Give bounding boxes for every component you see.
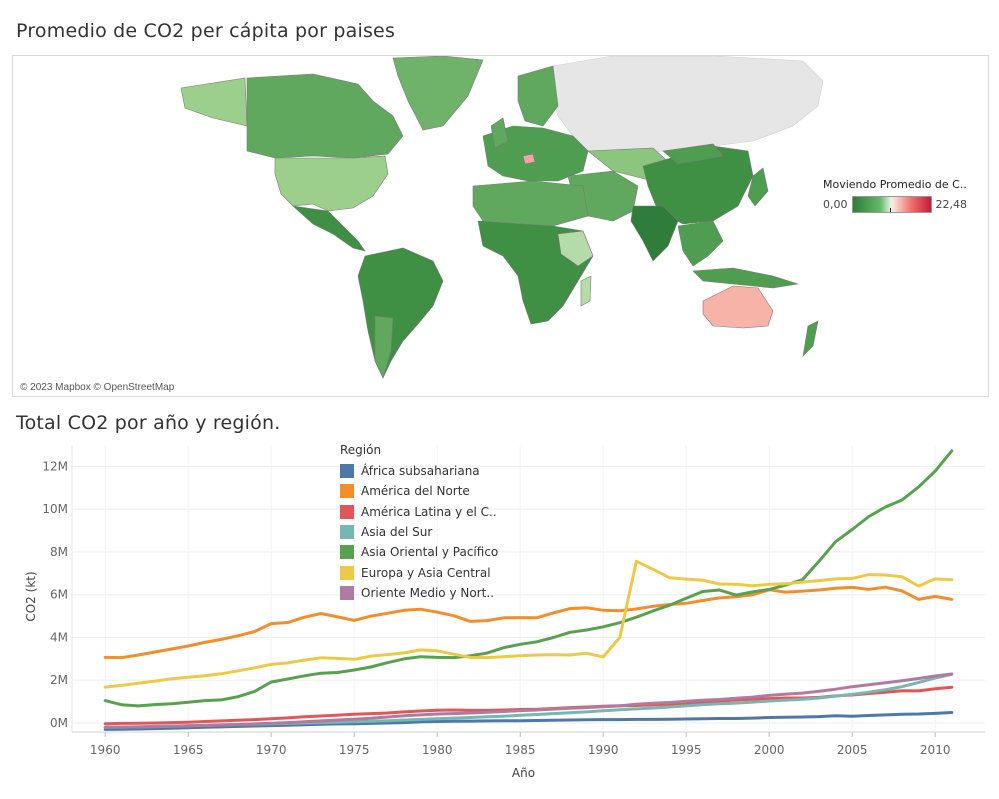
map-region-russia[interactable]	[550, 56, 824, 157]
world-map-svg[interactable]	[13, 56, 988, 396]
legend-item[interactable]: Europa y Asia Central	[340, 562, 498, 582]
x-tick-label: 1980	[422, 743, 453, 757]
map-region-south-america[interactable]	[357, 247, 444, 379]
map-region-east-africa[interactable]	[557, 230, 594, 267]
map-region-czechia[interactable]	[522, 153, 536, 165]
map-legend-min: 0,00	[823, 198, 848, 211]
map-region-australia[interactable]	[702, 285, 774, 329]
legend-swatch	[340, 565, 354, 580]
y-tick-label: 2M	[50, 673, 68, 687]
series-line-6[interactable]	[103, 672, 954, 729]
y-tick-label: 6M	[50, 588, 68, 602]
map-region-india[interactable]	[630, 205, 679, 262]
chart-title: Total CO2 por año y región.	[16, 412, 281, 434]
series-line-0[interactable]	[103, 711, 954, 731]
co2-line-chart[interactable]: 0M 2M 4M 6M 8M 10M 12M 1960 1965 1970 1975 1980 1985…	[0, 440, 999, 799]
legend-label: Oriente Medio y Nort..	[361, 585, 494, 600]
legend-item[interactable]: Oriente Medio y Nort..	[340, 583, 498, 603]
x-tick-label: 1975	[339, 743, 370, 757]
map-region-uk[interactable]	[490, 117, 509, 149]
series-line-4[interactable]	[103, 449, 954, 708]
legend-label: América del Norte	[361, 484, 470, 499]
map-region-north-africa[interactable]	[472, 180, 589, 227]
map-color-legend: Moviendo Promedio de C.. 0,00 22,48	[823, 178, 983, 213]
map-legend-gradient	[851, 196, 932, 213]
map-region-alaska[interactable]	[180, 77, 248, 127]
legend-label: África subsahariana	[361, 464, 480, 479]
legend-item[interactable]: Asia del Sur	[340, 522, 498, 542]
y-axis-title: CO2 (kt)	[24, 571, 38, 621]
map-region-southeast-asia[interactable]	[677, 220, 724, 267]
series-line-2[interactable]	[103, 685, 954, 726]
y-tick-label: 4M	[50, 630, 68, 644]
map-region-indonesia[interactable]	[692, 267, 799, 289]
map-region-madagascar[interactable]	[580, 275, 592, 307]
y-tick-label: 0M	[50, 716, 68, 730]
map-region-mongolia[interactable]	[662, 143, 724, 165]
map-region-europe[interactable]	[482, 125, 589, 182]
y-tick-label: 10M	[42, 502, 68, 516]
map-region-new-zealand[interactable]	[802, 320, 819, 357]
legend-label: Asia del Sur	[361, 525, 433, 540]
y-tick-label: 8M	[50, 545, 68, 559]
x-tick-label: 1990	[588, 743, 619, 757]
legend-swatch	[340, 545, 354, 560]
legend-swatch	[340, 585, 354, 600]
map-region-usa[interactable]	[274, 155, 389, 212]
map-region-scandinavia[interactable]	[517, 65, 559, 127]
x-tick-label: 1985	[505, 743, 536, 757]
map-region-mexico[interactable]	[292, 205, 366, 252]
map-region-argentina[interactable]	[374, 315, 394, 379]
map-region-greenland[interactable]	[392, 56, 484, 131]
legend-item[interactable]: África subsahariana	[340, 461, 498, 481]
y-tick-label: 12M	[42, 459, 68, 473]
map-region-canada[interactable]	[246, 73, 404, 159]
legend-swatch	[340, 464, 354, 479]
x-tick-label: 2005	[837, 743, 868, 757]
legend-label: Asia Oriental y Pacífico	[361, 545, 499, 560]
legend-item[interactable]: América del Norte	[340, 481, 498, 501]
map-region-japan[interactable]	[747, 167, 769, 207]
map-attribution: © 2023 Mapbox © OpenStreetMap	[20, 382, 175, 393]
legend-item[interactable]: América Latina y el C..	[340, 502, 498, 522]
legend-label: América Latina y el C..	[361, 504, 497, 519]
x-tick-label: 1960	[90, 743, 121, 757]
x-tick-label: 1995	[671, 743, 702, 757]
x-tick-label: 1965	[173, 743, 204, 757]
co2-map[interactable]: © 2023 Mapbox © OpenStreetMap Moviendo P…	[12, 55, 989, 397]
x-tick-label: 2010	[920, 743, 951, 757]
legend-item[interactable]: Asia Oriental y Pacífico	[340, 542, 498, 562]
x-tick-label: 1970	[256, 743, 287, 757]
region-legend: Región África subsahariana América del No…	[340, 443, 498, 603]
legend-swatch	[340, 504, 354, 519]
x-axis-title: Año	[512, 766, 535, 780]
series-line-5[interactable]	[103, 559, 954, 689]
legend-title: Región	[340, 443, 382, 457]
map-legend-max: 22,48	[935, 198, 968, 211]
map-legend-title: Moviendo Promedio de C..	[823, 178, 967, 191]
legend-swatch	[340, 484, 354, 499]
map-title: Promedio de CO2 per cápita por paises	[16, 20, 396, 42]
series-line-1[interactable]	[103, 585, 954, 660]
legend-label: Europa y Asia Central	[361, 565, 491, 580]
map-region-china[interactable]	[642, 145, 754, 225]
legend-swatch	[340, 525, 354, 540]
x-tick-label: 2000	[754, 743, 785, 757]
